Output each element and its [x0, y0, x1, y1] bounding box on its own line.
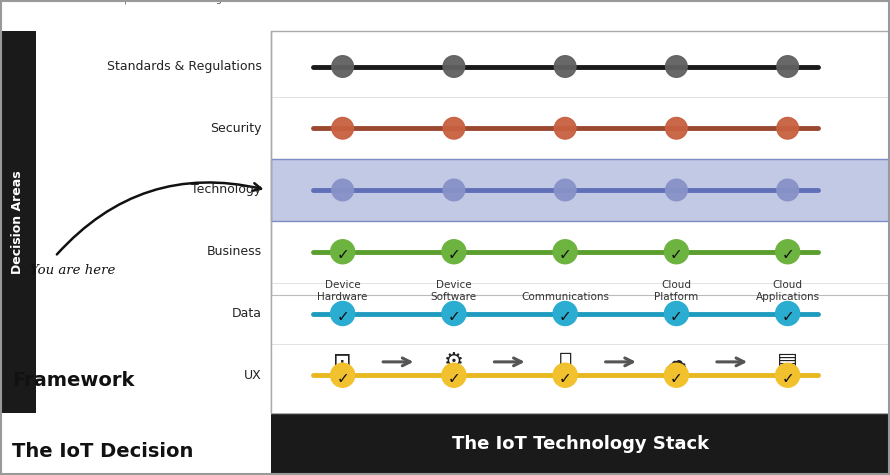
- Text: ✓: ✓: [448, 309, 460, 324]
- Text: ✓: ✓: [559, 309, 571, 324]
- Ellipse shape: [554, 56, 576, 77]
- Text: The IoT Decision: The IoT Decision: [12, 442, 193, 461]
- Text: ✓: ✓: [559, 247, 571, 262]
- Text: ☁: ☁: [666, 352, 688, 372]
- Ellipse shape: [331, 363, 354, 387]
- Text: ✓: ✓: [448, 371, 460, 386]
- Text: ⚙: ⚙: [444, 352, 464, 372]
- Ellipse shape: [443, 179, 465, 201]
- Text: Technology: Technology: [191, 183, 262, 197]
- FancyBboxPatch shape: [271, 294, 890, 413]
- Ellipse shape: [777, 117, 798, 139]
- Text: Communications: Communications: [522, 293, 609, 303]
- Text: The IoT Technology Stack: The IoT Technology Stack: [452, 435, 709, 453]
- Text: ✓: ✓: [670, 371, 683, 386]
- Text: Device
Hardware: Device Hardware: [318, 280, 368, 303]
- FancyBboxPatch shape: [271, 31, 890, 413]
- FancyBboxPatch shape: [271, 413, 890, 475]
- Text: ▤: ▤: [777, 352, 798, 372]
- Ellipse shape: [331, 240, 354, 264]
- Ellipse shape: [665, 240, 688, 264]
- Ellipse shape: [554, 179, 576, 201]
- Ellipse shape: [554, 302, 577, 325]
- Ellipse shape: [332, 56, 353, 77]
- Text: ✓: ✓: [781, 309, 794, 324]
- Text: ✓: ✓: [336, 371, 349, 386]
- Ellipse shape: [777, 179, 798, 201]
- Ellipse shape: [665, 363, 688, 387]
- Ellipse shape: [554, 363, 577, 387]
- Ellipse shape: [442, 302, 465, 325]
- Text: Decision Areas: Decision Areas: [12, 170, 24, 274]
- Ellipse shape: [332, 179, 353, 201]
- Text: ✓: ✓: [448, 247, 460, 262]
- Text: 〜: 〜: [558, 352, 572, 372]
- Ellipse shape: [777, 56, 798, 77]
- Text: ✓: ✓: [336, 309, 349, 324]
- Text: UX: UX: [244, 369, 262, 382]
- Text: You are here: You are here: [30, 264, 116, 277]
- FancyBboxPatch shape: [271, 159, 890, 221]
- Text: ✓: ✓: [781, 247, 794, 262]
- Ellipse shape: [776, 240, 799, 264]
- Text: ✓: ✓: [559, 371, 571, 386]
- Text: ✓: ✓: [781, 371, 794, 386]
- Ellipse shape: [554, 240, 577, 264]
- Text: ✓: ✓: [670, 247, 683, 262]
- Ellipse shape: [665, 302, 688, 325]
- Ellipse shape: [331, 302, 354, 325]
- Ellipse shape: [554, 117, 576, 139]
- Text: ✓: ✓: [336, 247, 349, 262]
- Ellipse shape: [666, 179, 687, 201]
- Text: Cloud
Platform: Cloud Platform: [654, 280, 699, 303]
- Text: Data: Data: [231, 307, 262, 320]
- Ellipse shape: [666, 117, 687, 139]
- Text: Framework: Framework: [12, 370, 134, 389]
- Text: Security: Security: [210, 122, 262, 135]
- Ellipse shape: [776, 302, 799, 325]
- Text: Device
Software: Device Software: [431, 280, 477, 303]
- Text: Cloud
Applications: Cloud Applications: [756, 280, 820, 303]
- Text: Business: Business: [206, 245, 262, 258]
- Ellipse shape: [666, 56, 687, 77]
- Text: Standards & Regulations: Standards & Regulations: [107, 60, 262, 73]
- Ellipse shape: [443, 56, 465, 77]
- Ellipse shape: [443, 117, 465, 139]
- Text: ⊡: ⊡: [334, 352, 352, 372]
- Ellipse shape: [442, 363, 465, 387]
- Text: © 2016 Daniel Elizalde | TechProductManagement.com: © 2016 Daniel Elizalde | TechProductMana…: [8, 0, 278, 4]
- FancyBboxPatch shape: [0, 31, 36, 413]
- Text: ✓: ✓: [670, 309, 683, 324]
- Ellipse shape: [332, 117, 353, 139]
- Ellipse shape: [442, 240, 465, 264]
- Ellipse shape: [776, 363, 799, 387]
